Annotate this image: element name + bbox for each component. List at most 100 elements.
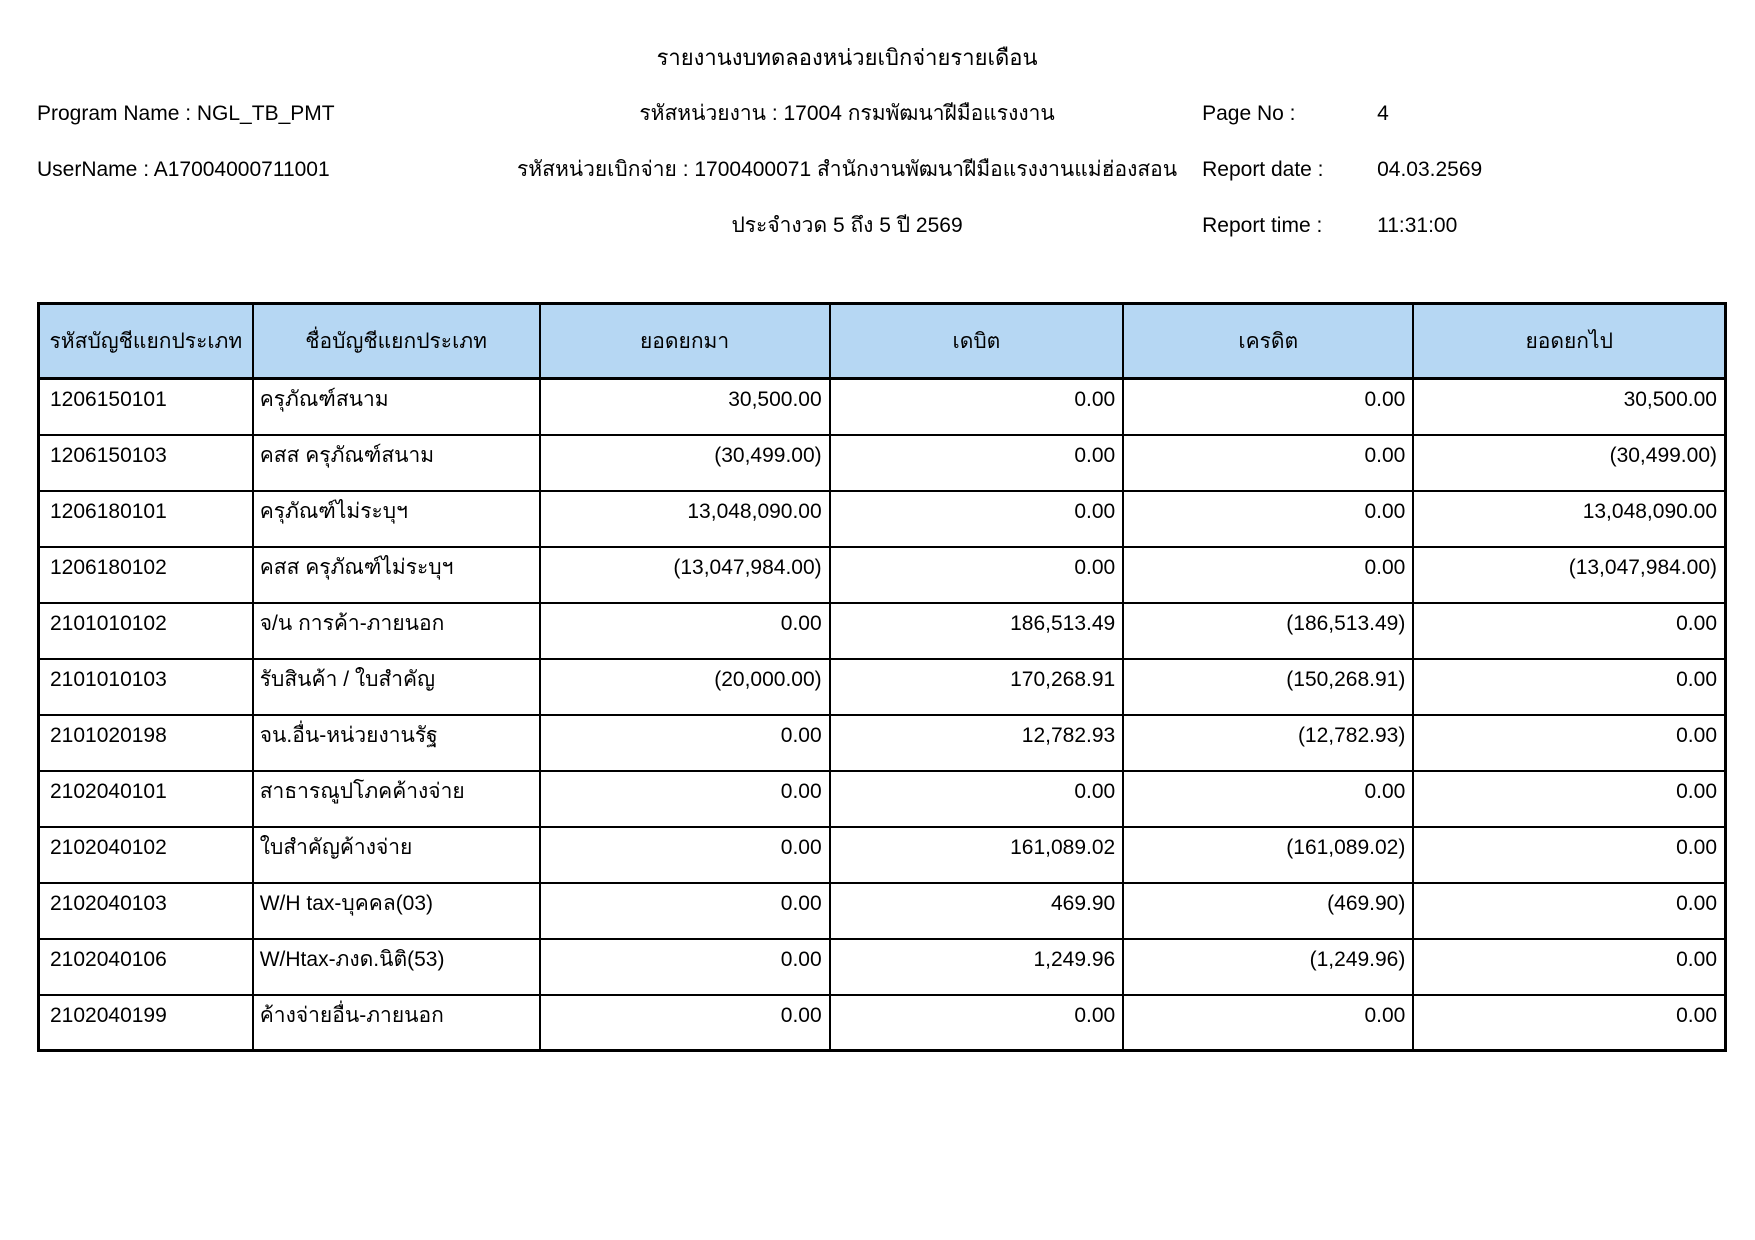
- debit-cell: 0.00: [828, 993, 1125, 1052]
- debit-cell: 0.00: [828, 769, 1125, 828]
- table-row: 2102040101 สาธารณูปโภคค้างจ่าย 0.00 0.00…: [37, 769, 1727, 828]
- page-no-label: Page No :: [1202, 102, 1296, 125]
- account-table-body: 1206150101 ครุภัณฑ์สนาม 30,500.00 0.00 0…: [37, 377, 1727, 1052]
- account-name-cell: รับสินค้า / ใบสำคัญ: [251, 657, 541, 716]
- report-date-value: 04.03.2569: [1377, 158, 1483, 181]
- account-name-cell: ครุภัณฑ์ไม่ระบุฯ: [251, 489, 541, 548]
- carried-forward-cell: 0.00: [1412, 937, 1727, 996]
- credit-cell: (12,782.93): [1122, 713, 1415, 772]
- table-row: 1206180102 คสส ครุภัณฑ์ไม่ระบุฯ (13,047,…: [37, 545, 1727, 604]
- debit-cell: 1,249.96: [828, 937, 1125, 996]
- account-name-cell: คสส ครุภัณฑ์ไม่ระบุฯ: [251, 545, 541, 604]
- account-name-cell: สาธารณูปโภคค้างจ่าย: [251, 769, 541, 828]
- account-code-cell: 2101010103: [37, 657, 254, 716]
- carried-forward-cell: 0.00: [1412, 657, 1727, 716]
- report-date-label: Report date :: [1202, 158, 1324, 181]
- account-code-cell: 2101010102: [37, 601, 254, 660]
- account-name-cell: W/Htax-ภงด.นิติ(53): [251, 937, 541, 996]
- col-header-carried-forward: ยอดยกไป: [1412, 302, 1727, 380]
- table-row: 2101020198 จน.อื่น-หน่วยงานรัฐ 0.00 12,7…: [37, 713, 1727, 772]
- col-header-debit: เดบิต: [828, 302, 1125, 380]
- carried-forward-cell: 0.00: [1412, 601, 1727, 660]
- brought-forward-cell: 0.00: [538, 713, 831, 772]
- debit-cell: 0.00: [828, 489, 1125, 548]
- account-name-cell: ค้างจ่ายอื่น-ภายนอก: [251, 993, 541, 1052]
- col-header-account-name: ชื่อบัญชีแยกประเภท: [251, 302, 541, 380]
- account-name-cell: คสส ครุภัณฑ์สนาม: [251, 433, 541, 492]
- table-row: 2102040102 ใบสำคัญค้างจ่าย 0.00 161,089.…: [37, 825, 1727, 884]
- report-date-row: Report date : 04.03.2569: [1177, 142, 1737, 198]
- account-code-cell: 1206180101: [37, 489, 254, 548]
- brought-forward-cell: 0.00: [538, 769, 831, 828]
- brought-forward-cell: 13,048,090.00: [538, 489, 831, 548]
- credit-cell: 0.00: [1122, 545, 1415, 604]
- carried-forward-cell: 0.00: [1412, 993, 1727, 1052]
- account-code-cell: 2102040199: [37, 993, 254, 1052]
- table-header-row: รหัสบัญชีแยกประเภท ชื่อบัญชีแยกประเภท ยอ…: [37, 302, 1727, 380]
- credit-cell: 0.00: [1122, 489, 1415, 548]
- credit-cell: 0.00: [1122, 769, 1415, 828]
- col-header-credit: เครดิต: [1122, 302, 1415, 380]
- user-name: UserName : A17004000711001: [37, 158, 330, 181]
- report-header: Program Name : NGL_TB_PMT UserName : A17…: [37, 28, 1727, 254]
- carried-forward-cell: 0.00: [1412, 881, 1727, 940]
- report-period: ประจำงวด 5 ถึง 5 ปี 2569: [731, 214, 963, 237]
- carried-forward-cell: 0.00: [1412, 825, 1727, 884]
- brought-forward-cell: 0.00: [538, 993, 831, 1052]
- account-code-cell: 2101020198: [37, 713, 254, 772]
- account-name-cell: จ/น การค้า-ภายนอก: [251, 601, 541, 660]
- agency-code: รหัสหน่วยงาน : 17004 กรมพัฒนาฝีมือแรงงาน: [639, 102, 1055, 125]
- carried-forward-cell: 30,500.00: [1412, 377, 1727, 436]
- account-code-cell: 1206180102: [37, 545, 254, 604]
- account-code-cell: 1206150103: [37, 433, 254, 492]
- table-row: 2102040106 W/Htax-ภงด.นิติ(53) 0.00 1,24…: [37, 937, 1727, 996]
- debit-cell: 170,268.91: [828, 657, 1125, 716]
- table-row: 1206150103 คสส ครุภัณฑ์สนาม (30,499.00) …: [37, 433, 1727, 492]
- account-code-cell: 2102040103: [37, 881, 254, 940]
- header-right-column: Page No : 4 Report date : 04.03.2569 Rep…: [1177, 30, 1737, 254]
- trial-balance-table: รหัสบัญชีแยกประเภท ชื่อบัญชีแยกประเภท ยอ…: [37, 302, 1727, 1052]
- debit-cell: 0.00: [828, 545, 1125, 604]
- account-code-cell: 2102040102: [37, 825, 254, 884]
- credit-cell: 0.00: [1122, 433, 1415, 492]
- credit-cell: (1,249.96): [1122, 937, 1415, 996]
- account-name-cell: ครุภัณฑ์สนาม: [251, 377, 541, 436]
- table-row: 2101010103 รับสินค้า / ใบสำคัญ (20,000.0…: [37, 657, 1727, 716]
- carried-forward-cell: (13,047,984.00): [1412, 545, 1727, 604]
- brought-forward-cell: 0.00: [538, 937, 831, 996]
- credit-cell: (469.90): [1122, 881, 1415, 940]
- brought-forward-cell: 30,500.00: [538, 377, 831, 436]
- debit-cell: 0.00: [828, 433, 1125, 492]
- credit-cell: (186,513.49): [1122, 601, 1415, 660]
- debit-cell: 469.90: [828, 881, 1125, 940]
- brought-forward-cell: 0.00: [538, 601, 831, 660]
- table-row: 2102040103 W/H tax-บุคคล(03) 0.00 469.90…: [37, 881, 1727, 940]
- debit-cell: 12,782.93: [828, 713, 1125, 772]
- col-header-account-code: รหัสบัญชีแยกประเภท: [37, 302, 254, 380]
- program-name: Program Name : NGL_TB_PMT: [37, 102, 335, 125]
- table-row: 1206180101 ครุภัณฑ์ไม่ระบุฯ 13,048,090.0…: [37, 489, 1727, 548]
- report-time-value: 11:31:00: [1377, 214, 1458, 237]
- credit-cell: 0.00: [1122, 993, 1415, 1052]
- credit-cell: (161,089.02): [1122, 825, 1415, 884]
- account-name-cell: จน.อื่น-หน่วยงานรัฐ: [251, 713, 541, 772]
- credit-cell: (150,268.91): [1122, 657, 1415, 716]
- account-code-cell: 1206150101: [37, 377, 254, 436]
- table-row: 2102040199 ค้างจ่ายอื่น-ภายนอก 0.00 0.00…: [37, 993, 1727, 1052]
- brought-forward-cell: (20,000.00): [538, 657, 831, 716]
- debit-cell: 186,513.49: [828, 601, 1125, 660]
- report-time-label: Report time :: [1202, 214, 1323, 237]
- debit-cell: 161,089.02: [828, 825, 1125, 884]
- brought-forward-cell: (30,499.00): [538, 433, 831, 492]
- report-title: รายงานงบทดลองหน่วยเบิกจ่ายรายเดือน: [656, 45, 1038, 70]
- carried-forward-cell: 0.00: [1412, 713, 1727, 772]
- header-center-column: รายงานงบทดลองหน่วยเบิกจ่ายรายเดือน รหัสห…: [517, 30, 1177, 254]
- col-header-brought-forward: ยอดยกมา: [538, 302, 831, 380]
- header-left-column: Program Name : NGL_TB_PMT UserName : A17…: [37, 30, 517, 254]
- page-no-value: 4: [1377, 102, 1389, 125]
- carried-forward-cell: (30,499.00): [1412, 433, 1727, 492]
- table-row: 1206150101 ครุภัณฑ์สนาม 30,500.00 0.00 0…: [37, 377, 1727, 436]
- header-spacer: [1177, 30, 1737, 86]
- account-name-cell: W/H tax-บุคคล(03): [251, 881, 541, 940]
